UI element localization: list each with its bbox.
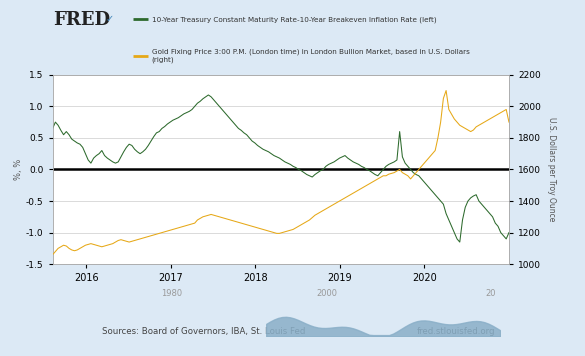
Text: fred.stlouisfed.org: fred.stlouisfed.org [417,326,495,336]
Text: ✓: ✓ [105,14,113,24]
Y-axis label: %, %: %, % [14,159,23,180]
Text: 20: 20 [486,288,496,298]
Text: 1980: 1980 [161,288,182,298]
Text: 10-Year Treasury Constant Maturity Rate-10-Year Breakeven Inflation Rate (left): 10-Year Treasury Constant Maturity Rate-… [152,16,436,22]
Text: Sources: Board of Governors, IBA, St. Louis Fed: Sources: Board of Governors, IBA, St. Lo… [102,326,305,336]
Text: Gold Fixing Price 3:00 P.M. (London time) in London Bullion Market, based in U.S: Gold Fixing Price 3:00 P.M. (London time… [152,49,470,63]
Text: FRED: FRED [53,11,110,28]
Text: 2000: 2000 [316,288,337,298]
Y-axis label: U.S. Dollars per Troy Ounce: U.S. Dollars per Troy Ounce [546,117,556,222]
